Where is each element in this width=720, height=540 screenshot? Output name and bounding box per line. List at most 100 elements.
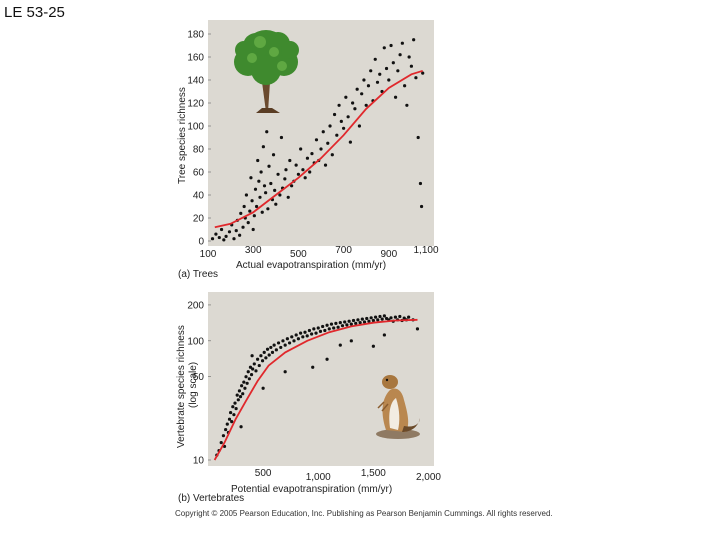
- vertebrates-data-point: [254, 369, 258, 373]
- vertebrates-data-point: [323, 328, 327, 333]
- vertebrates-x-tick-label: 2,000: [416, 472, 441, 483]
- vertebrates-data-point: [246, 370, 250, 374]
- trees-data-point: [348, 140, 352, 144]
- vertebrates-data-point: [351, 318, 356, 323]
- vertebrates-data-point: [283, 370, 287, 374]
- vertebrates-data-point: [338, 321, 342, 325]
- trees-data-point: [382, 46, 386, 50]
- vertebrates-data-point: [349, 322, 353, 326]
- vertebrates-data-point: [327, 327, 331, 331]
- trees-data-point: [400, 41, 404, 45]
- trees-data-point: [342, 126, 346, 130]
- trees-data-point: [337, 103, 341, 107]
- vertebrates-fit-line: [213, 318, 418, 461]
- trees-data-point: [389, 43, 393, 48]
- vertebrates-data-point: [260, 359, 265, 363]
- trees-data-point: [241, 225, 245, 229]
- vertebrates-data-point: [236, 398, 240, 402]
- vertebrates-data-point: [329, 322, 334, 326]
- trees-y-tick-label: 100: [187, 122, 204, 133]
- vertebrates-data-point: [325, 357, 329, 361]
- trees-data-point: [405, 103, 409, 107]
- trees-data-point: [262, 184, 267, 188]
- vertebrates-data-point: [265, 347, 270, 351]
- vertebrates-data-point: [371, 344, 375, 348]
- trees-data-point: [396, 69, 400, 73]
- vertebrates-data-point: [345, 323, 349, 327]
- tree-foliage-highlight: [277, 61, 287, 71]
- trees-data-point: [238, 233, 242, 237]
- vertebrates-data-point: [262, 350, 266, 354]
- vertebrates-data-point: [234, 406, 238, 411]
- vertebrates-data-point: [219, 440, 223, 445]
- trees-data-point: [276, 172, 280, 176]
- trees-data-point: [346, 115, 350, 119]
- prairie-dog-belly: [389, 398, 400, 430]
- vertebrates-data-point: [299, 331, 303, 335]
- vertebrates-data-point: [336, 325, 340, 329]
- trees-data-point: [378, 72, 382, 76]
- vertebrates-data-point: [362, 320, 367, 324]
- trees-data-point: [234, 229, 238, 233]
- vertebrates-data-point: [279, 345, 283, 350]
- trees-data-point: [260, 210, 264, 214]
- vertebrates-data-point: [356, 318, 360, 322]
- vertebrates-data-point: [244, 375, 248, 379]
- trees-data-point: [224, 234, 228, 238]
- trees-data-point: [266, 207, 270, 211]
- trees-data-point: [387, 78, 391, 82]
- trees-data-point: [258, 195, 262, 199]
- trees-data-point: [301, 168, 305, 172]
- vertebrates-data-point: [252, 362, 256, 366]
- vertebrates-data-point: [292, 339, 296, 343]
- trees-data-point: [214, 232, 218, 236]
- trees-data-point: [283, 177, 287, 181]
- vertebrates-data-point: [267, 353, 271, 357]
- vertebrates-data-point: [249, 373, 254, 377]
- vertebrates-data-point: [283, 343, 287, 347]
- vertebrates-data-point: [365, 316, 369, 321]
- tree-icon: [234, 30, 299, 113]
- vertebrates-data-point: [325, 323, 329, 327]
- trees-data-point: [290, 184, 294, 188]
- vertebrates-data-point: [225, 422, 229, 426]
- trees-data-point: [264, 191, 268, 195]
- trees-data-point: [391, 61, 395, 65]
- vertebrates-data-point: [290, 335, 294, 339]
- vertebrates-data-point: [294, 333, 298, 337]
- trees-data-point: [284, 168, 288, 172]
- trees-y-tick-label: 20: [193, 214, 205, 225]
- vertebrates-data-point: [378, 314, 382, 319]
- trees-data-point: [286, 195, 290, 199]
- trees-x-tick-label: 100: [200, 249, 217, 260]
- trees-data-point: [321, 130, 325, 134]
- trees-y-tick-label: 120: [187, 99, 204, 110]
- trees-data-point: [232, 237, 236, 241]
- vertebrates-data-point: [340, 324, 345, 328]
- vertebrates-data-point: [250, 354, 254, 358]
- vertebrates-data-point: [270, 350, 275, 354]
- vertebrates-data-point: [347, 319, 351, 323]
- trees-data-point: [251, 227, 255, 232]
- vertebrates-data-point: [367, 319, 371, 323]
- tree-foliage-highlight: [269, 47, 279, 57]
- vertebrates-data-point: [238, 395, 243, 399]
- trees-data-point: [323, 163, 328, 167]
- trees-data-point: [217, 235, 221, 240]
- trees-y-tick-label: 60: [193, 168, 205, 179]
- tree-foliage: [281, 41, 299, 59]
- vertebrates-data-point: [303, 330, 307, 334]
- trees-data-point: [278, 193, 282, 197]
- trees-data-point: [244, 193, 249, 197]
- trees-data-point: [267, 164, 271, 168]
- trees-data-point: [364, 103, 368, 107]
- vertebrates-data-point: [230, 419, 234, 424]
- trees-data-point: [248, 209, 252, 213]
- trees-data-point: [249, 176, 253, 180]
- trees-data-point: [242, 204, 246, 209]
- trees-x-tick-label: 1,100: [413, 245, 438, 256]
- trees-data-point: [384, 66, 389, 71]
- vertebrates-data-point: [237, 389, 242, 393]
- vertebrates-data-point: [343, 320, 347, 324]
